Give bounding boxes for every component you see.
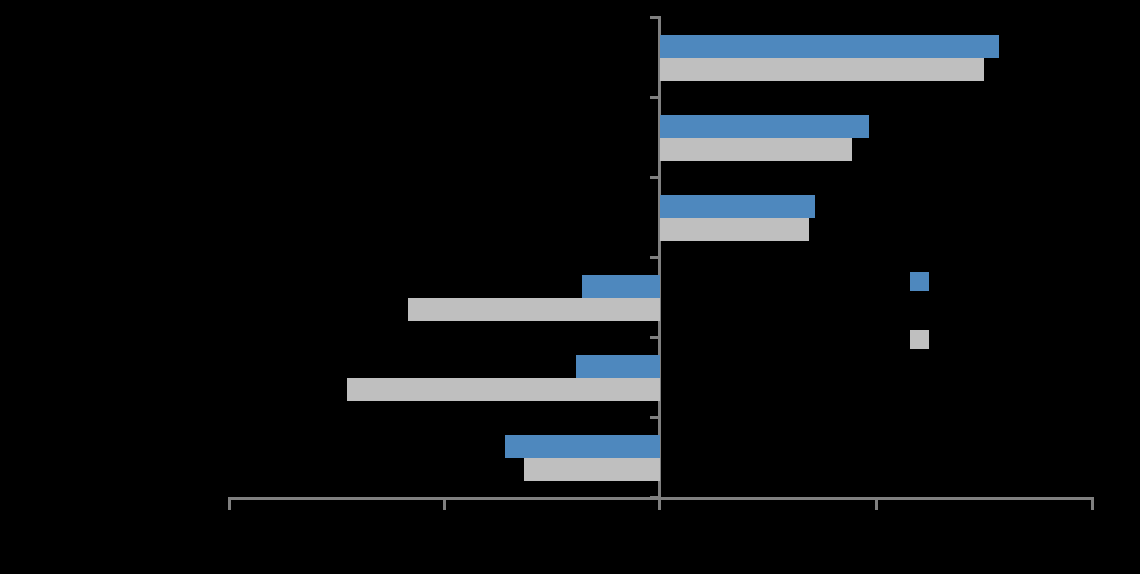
bar-series2-row5 xyxy=(347,378,660,401)
x-axis-tick xyxy=(227,497,231,510)
bar-series2-row3 xyxy=(660,218,809,241)
bar-series2-row6 xyxy=(524,458,660,481)
y-axis-tick xyxy=(650,336,661,339)
y-axis-tick xyxy=(650,16,661,19)
bar-series1-row2 xyxy=(660,115,870,138)
bar-series1-row3 xyxy=(660,195,816,218)
y-axis-tick xyxy=(650,176,661,179)
bar-series1-row4 xyxy=(582,275,660,298)
bar-series1-row5 xyxy=(575,355,660,378)
y-axis-tick xyxy=(650,416,661,419)
y-axis-tick xyxy=(650,96,661,99)
bar-series1-row6 xyxy=(504,435,660,458)
x-axis-tick xyxy=(443,497,447,510)
y-axis-line xyxy=(658,16,661,510)
legend-swatch-blue-square xyxy=(910,272,929,291)
x-axis-tick xyxy=(1090,497,1094,510)
bar-series2-row2 xyxy=(660,138,853,161)
bar-series2-row1 xyxy=(660,58,984,81)
bar-series2-row4 xyxy=(407,298,660,321)
bar-series1-row1 xyxy=(660,35,999,58)
x-axis-tick xyxy=(874,497,878,510)
x-axis-line xyxy=(228,497,1094,500)
legend-swatch-gray-square xyxy=(910,330,929,349)
y-axis-tick xyxy=(650,256,661,259)
